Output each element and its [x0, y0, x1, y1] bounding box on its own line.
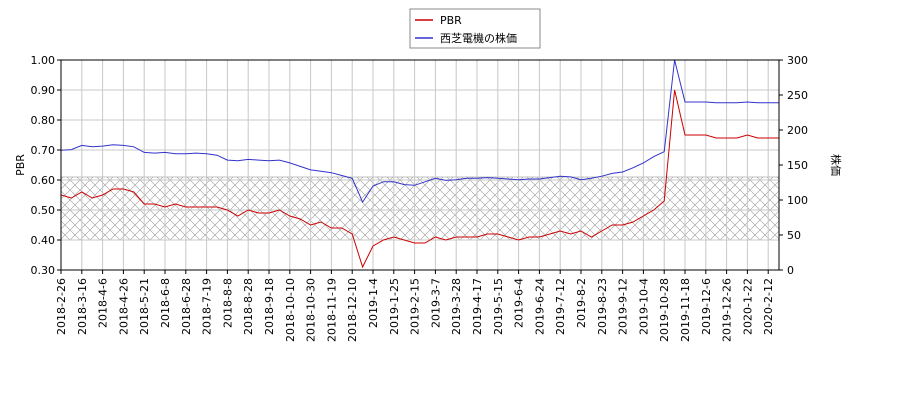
y-tick-label: 0.60	[31, 174, 56, 187]
series-line	[60, 59, 779, 204]
x-tick-label: 2018-6-8	[159, 278, 172, 328]
x-tick-label: 2020-2-12	[762, 278, 775, 335]
x-tick-label: 2019-3-7	[429, 278, 442, 328]
y2-axis-title: 株価	[829, 154, 843, 176]
x-tick-label: 2019-4-17	[471, 278, 484, 335]
y-tick-label: 0.50	[31, 204, 56, 217]
x-tick-label: 2019-8-23	[596, 278, 609, 335]
x-tick-label: 2019-1-25	[388, 278, 401, 335]
y-tick-label: 0.80	[31, 114, 56, 127]
y2-tick-label: 100	[787, 194, 808, 207]
x-tick-label: 2018-4-26	[117, 278, 130, 335]
y-axis-title: PBR	[14, 154, 27, 176]
x-tick-label: 2019-11-18	[679, 278, 692, 342]
y2-tick-label: 0	[787, 264, 794, 277]
y2-tick-label: 200	[787, 124, 808, 137]
legend-label: PBR	[440, 14, 462, 27]
y-tick-label: 1.00	[31, 54, 56, 67]
y-tick-label: 0.30	[31, 264, 56, 277]
x-tick-label: 2019-6-4	[513, 278, 526, 328]
legend-box	[409, 8, 541, 49]
x-tick-label: 2018-8-28	[242, 278, 255, 335]
legend-label: 西芝電機の株価	[440, 31, 517, 45]
x-tick-label: 2019-3-28	[450, 278, 463, 335]
x-tick-label: 2018-10-10	[284, 278, 297, 342]
x-tick-label: 2018-3-16	[76, 278, 89, 335]
x-tick-label: 2018-5-21	[138, 278, 151, 335]
x-tick-label: 2019-1-4	[367, 278, 380, 328]
legend: PBR 西芝電機の株価	[409, 8, 541, 49]
plot-frame	[60, 59, 780, 271]
x-tick-label: 2019-8-2	[575, 278, 588, 328]
y2-tick-label: 50	[787, 229, 801, 242]
x-tick-label: 2018-8-8	[221, 278, 234, 328]
x-tick-label: 2018-11-19	[325, 278, 338, 342]
x-tick-label: 2019-12-6	[700, 278, 713, 335]
y-tick-label: 0.40	[31, 234, 56, 247]
x-tick-label: 2018-7-19	[201, 278, 214, 335]
x-tick-label: 2018-10-30	[305, 278, 318, 342]
x-tick-label: 2018-9-18	[263, 278, 276, 335]
x-tick-label: 2019-12-26	[721, 278, 734, 342]
x-tick-label: 2018-4-6	[97, 278, 110, 328]
y2-tick-label: 300	[787, 54, 808, 67]
x-tick-label: 2019-6-24	[533, 278, 546, 335]
x-tick-label: 2019-10-4	[637, 278, 650, 335]
x-tick-label: 2019-5-15	[492, 278, 505, 335]
shaded-range	[60, 176, 780, 241]
y-tick-label: 0.70	[31, 144, 56, 157]
x-tick-label: 2018-6-28	[180, 278, 193, 335]
x-tick-label: 2020-1-22	[741, 278, 754, 335]
y2-tick-label: 250	[787, 89, 808, 102]
x-tick-label: 2019-10-28	[658, 278, 671, 342]
x-tick-label: 2018-12-10	[346, 278, 359, 342]
y2-tick-label: 150	[787, 159, 808, 172]
series-line	[60, 89, 779, 269]
x-tick-label: 2019-9-12	[617, 278, 630, 335]
x-tick-label: 2019-2-15	[409, 278, 422, 335]
x-tick-label: 2018-2-26	[55, 278, 68, 335]
x-tick-label: 2019-7-12	[554, 278, 567, 335]
y-tick-label: 0.90	[31, 84, 56, 97]
